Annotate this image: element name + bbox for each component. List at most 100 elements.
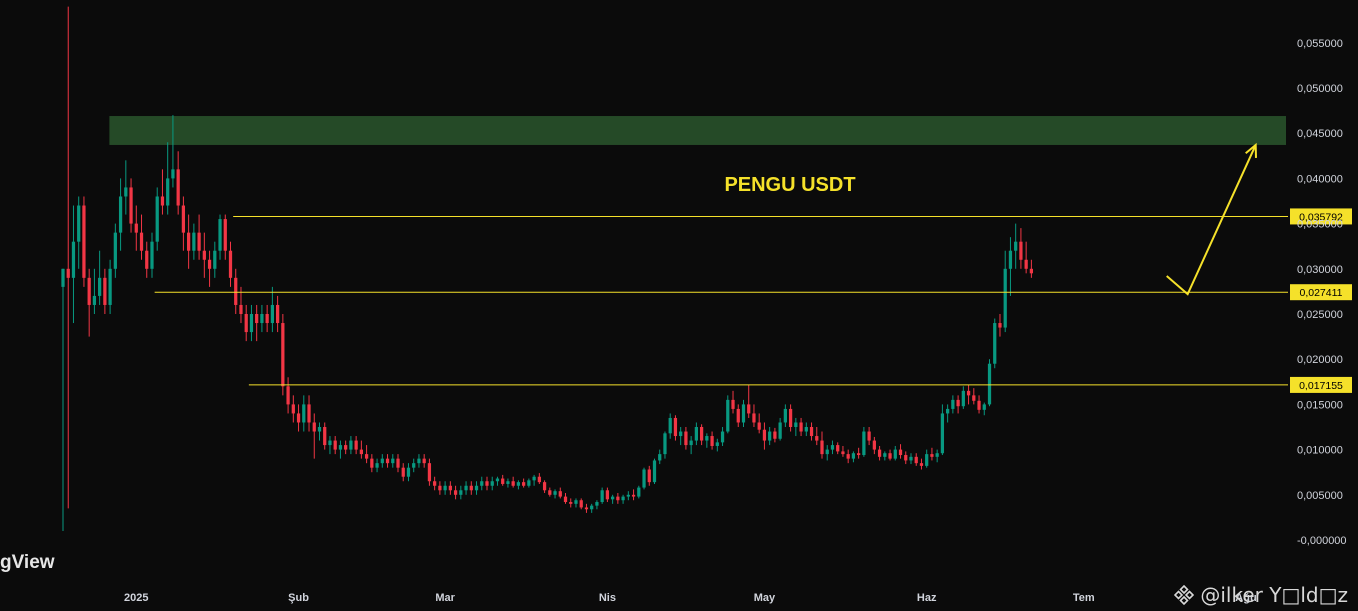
candle — [1014, 223, 1018, 269]
candle — [187, 214, 191, 269]
candle — [595, 500, 599, 510]
candle — [291, 395, 295, 423]
y-tick-label: 0,030000 — [1297, 264, 1343, 276]
author-handle: @ilker Y□ld□z — [1174, 583, 1348, 607]
candle — [741, 399, 746, 427]
candle-body — [249, 314, 254, 333]
candle-body — [516, 482, 521, 486]
tradingview-watermark: gView — [0, 552, 55, 573]
candle-body — [605, 490, 610, 500]
candle-body — [799, 422, 803, 432]
candle-body — [616, 496, 620, 501]
candle-body — [469, 485, 473, 491]
candle-body — [302, 404, 306, 423]
candle-body — [380, 458, 384, 464]
candle — [181, 196, 186, 251]
candle-body — [281, 323, 285, 387]
candle-body — [506, 481, 510, 484]
candle-body — [684, 431, 688, 446]
candle — [914, 453, 918, 466]
candle — [904, 451, 908, 465]
candle — [255, 304, 259, 342]
candle — [139, 214, 144, 260]
candle — [202, 232, 206, 278]
candle — [768, 427, 772, 446]
candle-body — [312, 422, 316, 432]
candle — [961, 386, 965, 409]
candle — [474, 481, 479, 495]
candle-body — [150, 241, 154, 269]
candle-body — [82, 205, 86, 278]
candle-body — [71, 241, 76, 278]
candle-body — [427, 463, 432, 482]
candle — [773, 427, 777, 443]
candle-body — [364, 454, 369, 459]
candle — [673, 415, 678, 441]
candle — [270, 286, 275, 333]
candle-body — [925, 454, 929, 466]
candle — [998, 314, 1002, 337]
candle-body — [747, 404, 751, 414]
candle-body — [741, 404, 746, 423]
candle-body — [569, 502, 573, 504]
candle — [1008, 237, 1013, 296]
projection-arrowhead — [1245, 142, 1257, 158]
candle — [98, 250, 102, 305]
candle — [783, 404, 787, 427]
candle — [699, 424, 704, 446]
candle — [338, 440, 343, 459]
candle — [752, 404, 756, 427]
candle-body — [898, 449, 903, 456]
candle — [260, 304, 264, 333]
candle-body — [155, 196, 159, 242]
y-tick-label: 0,045000 — [1297, 128, 1343, 140]
candle-body — [108, 268, 112, 305]
candle-body — [841, 451, 845, 455]
candle — [118, 178, 123, 251]
candle — [370, 454, 374, 473]
candle — [563, 492, 568, 504]
candle-body — [349, 440, 353, 450]
candle-body — [532, 476, 536, 481]
candle — [590, 503, 594, 513]
candle-body — [218, 219, 222, 251]
candle-body — [359, 449, 363, 455]
candle-body — [255, 314, 259, 324]
candle-body — [448, 485, 452, 491]
candle — [113, 223, 117, 278]
candle — [684, 427, 688, 450]
candle — [197, 214, 201, 260]
candle-body — [485, 481, 489, 486]
candle — [658, 449, 662, 465]
candle-body — [412, 463, 416, 468]
candle — [406, 463, 411, 482]
candle-body — [857, 453, 861, 456]
candle-body — [459, 490, 463, 495]
candle-body — [1003, 268, 1007, 328]
candle — [820, 431, 824, 459]
candle — [385, 454, 390, 468]
candle-body — [401, 467, 405, 477]
y-tick-label: 0,025000 — [1297, 309, 1343, 321]
candle — [396, 454, 400, 473]
y-tick-label: 0,055000 — [1297, 38, 1343, 50]
candle — [736, 404, 740, 427]
level-price-tag — [1290, 376, 1352, 393]
candle — [862, 427, 866, 457]
candle-body — [354, 440, 358, 450]
candle-body — [825, 449, 829, 455]
candle-body — [621, 496, 625, 501]
candle-body — [490, 481, 494, 486]
candle — [668, 413, 672, 439]
candle — [92, 268, 97, 314]
candle — [799, 417, 803, 437]
candle-body — [977, 400, 981, 410]
candle-body — [768, 431, 772, 441]
candle-body — [501, 478, 505, 484]
candle — [302, 395, 306, 432]
candle-body — [558, 491, 562, 497]
x-tick-label: May — [754, 592, 776, 604]
candle-body — [77, 205, 81, 242]
candle — [778, 417, 782, 441]
